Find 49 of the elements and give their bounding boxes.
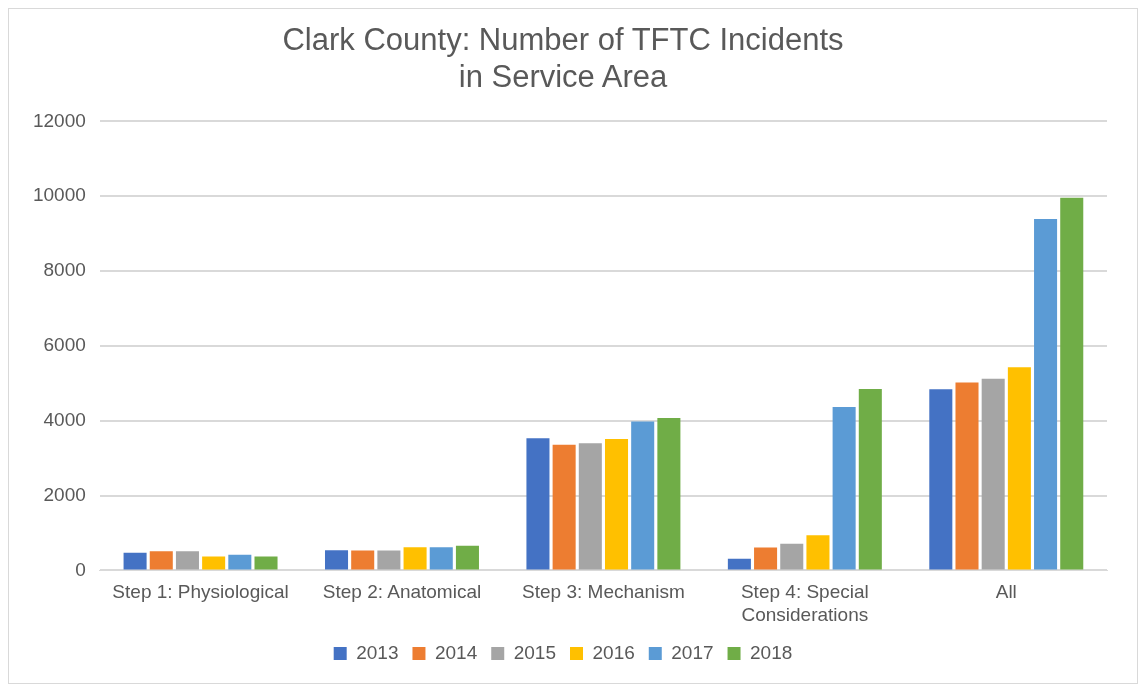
y-tick-label: 0 — [75, 558, 86, 580]
bar — [455, 545, 479, 570]
bar — [175, 551, 199, 570]
legend-label: 2017 — [671, 641, 714, 663]
bar — [806, 535, 830, 570]
bar — [780, 543, 804, 570]
x-tick-label: Step 3: Mechanism — [522, 581, 685, 603]
bar — [754, 547, 778, 570]
bar — [429, 547, 453, 570]
legend-label: 2013 — [356, 641, 399, 663]
bar — [929, 389, 953, 570]
bar — [325, 550, 349, 570]
bar — [351, 550, 375, 570]
y-tick-label: 12000 — [32, 109, 86, 131]
bar — [377, 550, 401, 570]
bar — [631, 421, 655, 570]
y-tick-label: 2000 — [43, 483, 86, 505]
bar — [1034, 219, 1058, 570]
bar — [727, 558, 751, 570]
bar — [123, 552, 147, 570]
bar — [1060, 197, 1084, 570]
x-tick-label: Step 4: Special Considerations — [740, 581, 869, 625]
bar — [981, 378, 1005, 570]
y-tick-label: 6000 — [43, 334, 86, 356]
y-tick-label: 8000 — [43, 259, 86, 281]
legend-label: 2018 — [750, 641, 793, 663]
bar — [578, 443, 602, 570]
bar — [403, 547, 427, 570]
legend-label: 2015 — [513, 641, 557, 663]
bar — [526, 438, 550, 570]
x-tick-label: All — [995, 581, 1017, 603]
bar — [202, 556, 226, 570]
x-tick-label: Step 2: Anatomical — [322, 581, 482, 603]
bar — [955, 382, 979, 570]
y-tick-label: 10000 — [32, 184, 86, 206]
legend-label: 2016 — [592, 641, 635, 663]
bar — [858, 388, 882, 570]
bar — [604, 439, 629, 570]
y-tick-label: 4000 — [43, 408, 86, 430]
bar — [832, 406, 856, 570]
x-tick-label: Step 1: Physiological — [112, 581, 289, 603]
legend-label: 2014 — [434, 641, 478, 663]
bar — [657, 418, 681, 570]
bar — [149, 551, 173, 570]
bar — [228, 554, 252, 570]
bar — [1007, 367, 1031, 570]
bar — [254, 556, 278, 570]
chart-title: Clark County: Number of TFTC Incidents in Service Area — [282, 22, 844, 95]
bar — [552, 444, 576, 570]
